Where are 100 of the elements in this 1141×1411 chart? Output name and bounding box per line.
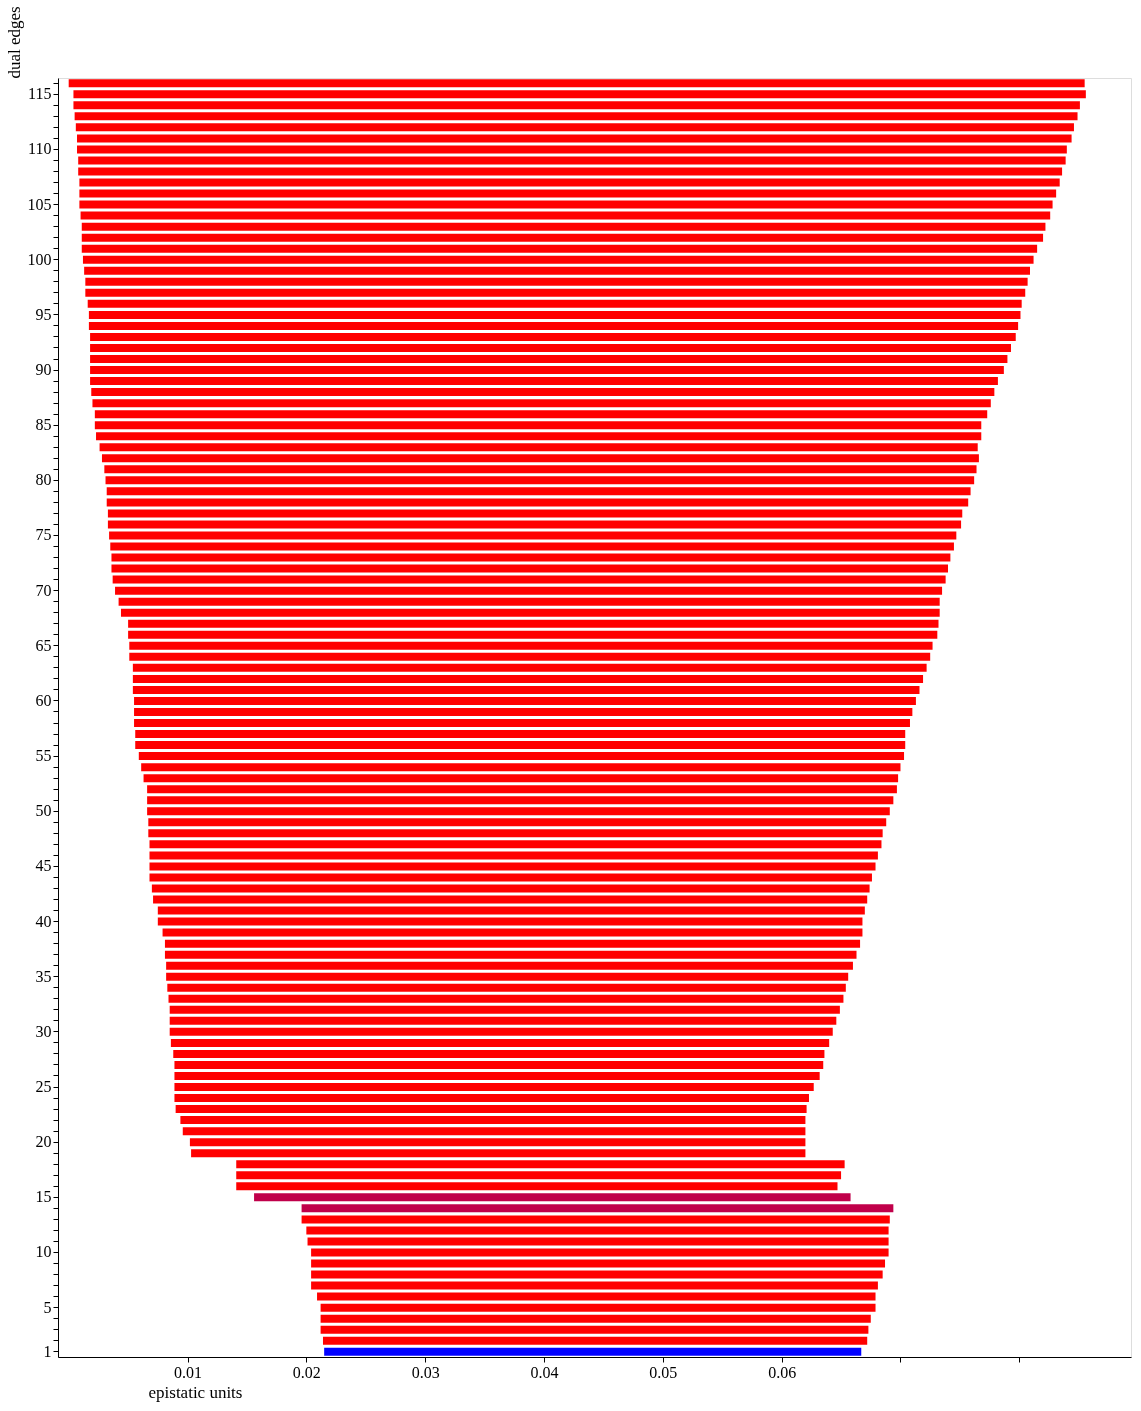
bar xyxy=(169,1005,840,1014)
bar xyxy=(236,1160,845,1169)
bar xyxy=(101,454,979,463)
bar xyxy=(132,685,920,694)
bar xyxy=(143,774,899,783)
bar xyxy=(111,553,951,562)
y-tick-label: 55 xyxy=(35,747,52,765)
bar xyxy=(81,222,1046,231)
bar xyxy=(88,321,1019,330)
bar xyxy=(162,928,863,937)
y-tick-label: 35 xyxy=(35,967,52,985)
y-tick-label: 10 xyxy=(35,1243,52,1261)
bar xyxy=(94,421,982,430)
bar xyxy=(128,619,939,628)
y-tick-label: 95 xyxy=(35,305,52,323)
y-tick-label: 50 xyxy=(35,802,52,820)
bar xyxy=(135,730,906,739)
y-tick-label: 115 xyxy=(28,85,52,103)
bar xyxy=(138,752,905,761)
bar xyxy=(164,939,861,948)
y-tick-label: 25 xyxy=(35,1078,52,1096)
bar xyxy=(147,807,890,816)
bar xyxy=(110,542,954,551)
bar xyxy=(87,299,1022,308)
bar xyxy=(90,355,1008,363)
bar xyxy=(317,1292,876,1301)
bar xyxy=(73,90,1086,99)
bar xyxy=(174,1060,824,1069)
y-tick-label: 20 xyxy=(35,1133,52,1151)
x-tick-label: 0.01 xyxy=(174,1363,203,1381)
y-axis-title: dual edges xyxy=(4,6,24,79)
bar xyxy=(129,641,933,650)
bar xyxy=(174,1072,820,1080)
bar xyxy=(94,410,988,419)
bar xyxy=(149,840,882,849)
y-tick-label: 80 xyxy=(35,471,52,489)
bar xyxy=(129,652,931,661)
bar xyxy=(77,145,1067,154)
bar xyxy=(307,1237,889,1246)
bar xyxy=(81,244,1038,253)
bar xyxy=(147,796,894,805)
bar xyxy=(82,255,1034,264)
y-tick-label: 105 xyxy=(27,195,52,213)
bar xyxy=(120,608,940,617)
bar xyxy=(149,851,878,860)
bar xyxy=(320,1303,876,1312)
bar xyxy=(88,310,1021,319)
x-tick-label: 0.05 xyxy=(649,1363,678,1381)
bar xyxy=(236,1171,842,1180)
y-tick-label: 30 xyxy=(35,1022,52,1040)
bar xyxy=(148,829,883,838)
bar xyxy=(157,917,863,926)
bar xyxy=(106,498,969,507)
bar xyxy=(106,487,971,496)
bar xyxy=(118,597,940,606)
bar xyxy=(77,134,1072,143)
y-tick-label: 90 xyxy=(35,361,52,379)
bar xyxy=(75,123,1074,132)
bar xyxy=(132,663,927,672)
bar xyxy=(311,1248,889,1257)
bar xyxy=(134,707,913,716)
x-tick-label: 0.04 xyxy=(530,1363,559,1381)
bar xyxy=(322,1336,868,1345)
bar xyxy=(166,972,849,981)
bar xyxy=(85,288,1026,297)
bar xyxy=(174,1094,809,1103)
bar xyxy=(166,961,853,970)
y-tick-label: 110 xyxy=(28,140,52,158)
bar xyxy=(128,630,938,639)
bar xyxy=(311,1270,883,1279)
bar xyxy=(301,1204,894,1213)
bar xyxy=(148,818,887,827)
bar xyxy=(311,1281,878,1290)
bar xyxy=(109,531,957,540)
bar xyxy=(73,101,1080,110)
bar xyxy=(111,564,949,573)
y-tick-label: 100 xyxy=(27,250,52,268)
bar xyxy=(68,79,1085,88)
bar xyxy=(134,696,916,705)
bar xyxy=(236,1182,838,1191)
bar xyxy=(157,906,865,915)
bar xyxy=(306,1226,889,1235)
y-tick-label: 1 xyxy=(43,1342,52,1360)
bar xyxy=(324,1347,862,1356)
bar xyxy=(107,509,963,518)
bar xyxy=(320,1314,871,1323)
bar xyxy=(169,1016,837,1025)
bar xyxy=(301,1215,890,1224)
x-tick-label: 0.03 xyxy=(411,1363,440,1381)
y-tick-label: 45 xyxy=(35,857,52,875)
bar xyxy=(191,1149,806,1158)
y-tick-label: 5 xyxy=(43,1298,52,1316)
bar xyxy=(90,377,998,386)
bar xyxy=(168,994,844,1003)
bar xyxy=(90,343,1011,352)
bar xyxy=(134,719,910,728)
bar xyxy=(254,1193,851,1202)
bar xyxy=(115,586,943,595)
y-tick-label: 40 xyxy=(35,912,52,930)
bar xyxy=(90,366,1004,375)
